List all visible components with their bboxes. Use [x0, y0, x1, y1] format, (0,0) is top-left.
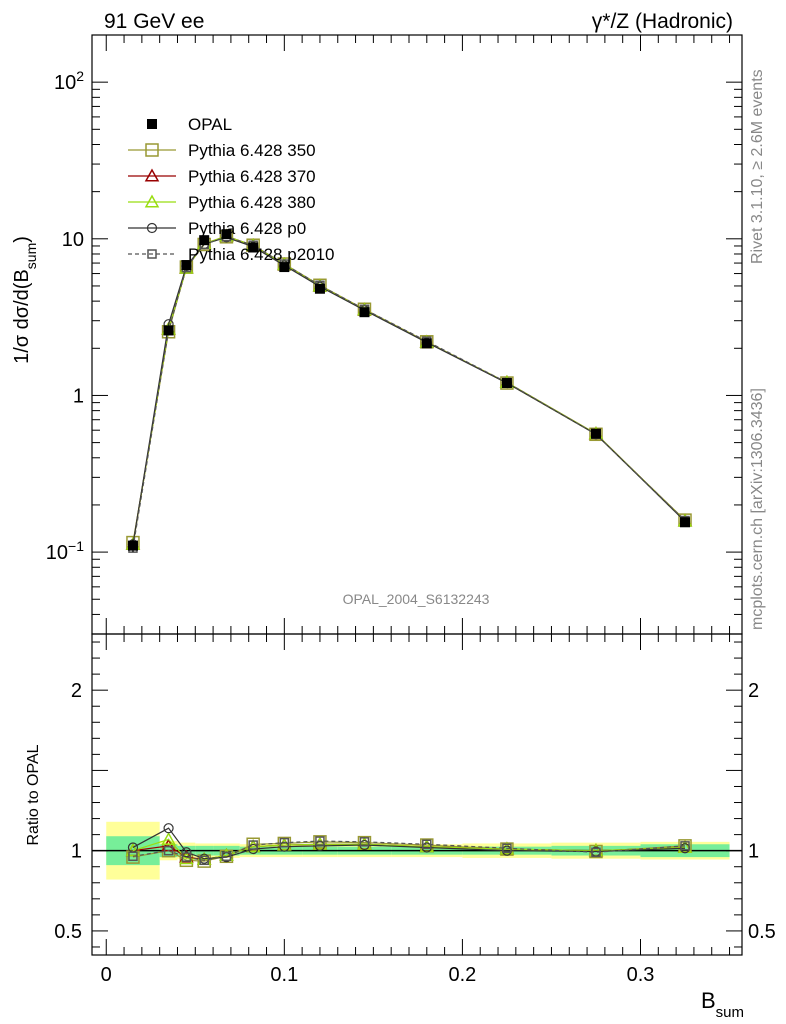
- ratio-series-point-4: [591, 847, 601, 858]
- legend-marker-1: [145, 143, 159, 157]
- data-point: [163, 325, 174, 336]
- ratio-series-point-0: [246, 837, 260, 852]
- legend-marker-4: [146, 222, 158, 234]
- ratio-series-point-2: [161, 831, 176, 845]
- x-tick-label: 0.3: [627, 964, 655, 986]
- ratio-y-tick-label: 0.5: [54, 921, 82, 943]
- series-line-1: [132, 235, 686, 545]
- data-point: [199, 235, 210, 246]
- main-y-tick-label: 1: [73, 385, 84, 407]
- data-point: [248, 242, 259, 253]
- main-y-axis-label: 1/σ dσ/d(Bsum): [11, 236, 39, 364]
- data-point: [181, 260, 192, 271]
- ratio-series-point-2: [312, 836, 328, 850]
- main-y-tick-label: 10−1: [46, 538, 84, 564]
- ratio-series-point-4: [163, 845, 174, 856]
- ratio-series-point-0: [126, 850, 140, 864]
- x-axis-label: Bsum: [701, 988, 744, 1021]
- ratio-series-point-0: [179, 853, 194, 868]
- header-right: γ*/Z (Hadronic): [592, 10, 733, 33]
- data-point: [421, 338, 432, 349]
- series-line-3: [132, 236, 686, 545]
- data-point: [314, 283, 325, 294]
- data-point: [590, 428, 601, 439]
- legend: OPAL Pythia 6.428 350 Pythia 6.428 370 Pyth…: [128, 115, 335, 264]
- ratio-series-point-3: [181, 847, 192, 858]
- series-line-4: [132, 236, 686, 549]
- ratio-y-tick-label-right: 2: [748, 680, 759, 702]
- legend-marker-2: [144, 168, 160, 182]
- ratio-panel-series: [125, 823, 693, 868]
- data-point: [501, 378, 512, 389]
- legend-marker-5: [147, 249, 157, 259]
- ratio-y-tick-label: 2: [71, 680, 82, 702]
- mcplots-label: mcplots.cern.ch [arXiv:1306.3436]: [749, 388, 766, 630]
- ratio-series-point-4: [315, 836, 325, 846]
- ratio-series-point-4: [181, 852, 192, 862]
- ratio-series-point-4: [221, 851, 232, 862]
- main-y-tick-label: 102: [54, 68, 84, 94]
- data-point: [221, 229, 232, 240]
- ratio-panel-bands: [92, 821, 742, 880]
- main-panel-series: [125, 228, 693, 553]
- legend-label-5: Pythia 6.428 p2010: [188, 245, 335, 264]
- ratio-series-point-4: [359, 837, 370, 847]
- ratio-series-point-2: [125, 843, 141, 857]
- ratio-y-tick-label-right: 0.5: [748, 921, 776, 943]
- legend-marker-0: [147, 119, 157, 129]
- series-line-0: [132, 236, 686, 543]
- analysis-watermark: OPAL_2004_S6132243: [343, 591, 490, 607]
- legend-label-0: OPAL: [188, 115, 232, 134]
- x-tick-label: 0: [101, 964, 112, 986]
- data-point: [127, 540, 138, 551]
- ratio-series-point-4: [128, 851, 138, 862]
- main-panel-axes: 10−1 1 10 102: [46, 34, 743, 635]
- ratio-series-point-0: [197, 854, 211, 868]
- x-tick-label: 0.1: [270, 964, 298, 986]
- ratio-series-point-4: [422, 839, 432, 850]
- ratio-series-point-4: [279, 837, 290, 848]
- ratio-y-tick-label: 1: [71, 841, 82, 863]
- legend-label-4: Pythia 6.428 p0: [188, 219, 306, 238]
- ratio-series-line-2: [132, 838, 686, 861]
- ratio-y-axis-label: Ratio to OPAL: [25, 744, 42, 845]
- ratio-panel-axes: 0.5 0.5 1 1 2 2 0 0.1 0.2 0.3: [54, 633, 776, 986]
- data-point: [680, 517, 691, 528]
- header-left: 91 GeV ee: [104, 10, 204, 33]
- ratio-y-tick-label-right: 1: [748, 841, 759, 863]
- data-point: [279, 262, 290, 273]
- ratio-series-point-4: [680, 841, 690, 851]
- legend-label-2: Pythia 6.428 370: [188, 167, 316, 186]
- ratio-series-point-2: [277, 837, 292, 851]
- ratio-frame: [91, 633, 743, 956]
- legend-label-3: Pythia 6.428 380: [188, 193, 316, 212]
- x-tick-label: 0.2: [449, 964, 477, 986]
- ratio-series-point-4: [199, 855, 209, 866]
- rivet-label: Rivet 3.1.10, ≥ 2.6M events: [749, 69, 766, 264]
- ratio-series-point-4: [502, 843, 512, 854]
- ratio-series-line-4: [132, 840, 686, 861]
- legend-label-1: Pythia 6.428 350: [188, 141, 316, 160]
- legend-marker-3: [144, 194, 160, 208]
- ratio-series-point-4: [248, 840, 258, 850]
- main-y-tick-label: 10: [62, 229, 84, 251]
- ratio-series-point-3: [163, 823, 174, 834]
- series-line-2: [132, 235, 686, 545]
- data-point: [359, 307, 370, 318]
